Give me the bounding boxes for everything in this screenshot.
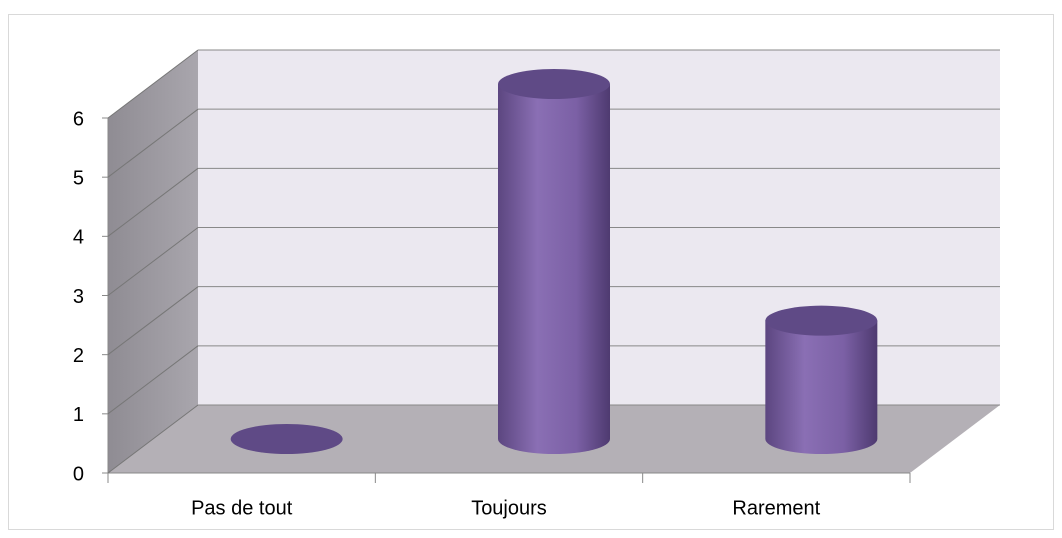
y-tick-label: 5 xyxy=(73,167,84,189)
grid-line xyxy=(107,227,199,296)
grid-line xyxy=(107,404,199,474)
cylinder-body xyxy=(765,320,878,455)
x-tick-label: Rarement xyxy=(732,497,820,519)
y-tick-label: 6 xyxy=(73,108,84,130)
grid-line xyxy=(107,167,199,237)
y-tick-label: 2 xyxy=(73,345,84,367)
cylinder-top xyxy=(765,305,878,336)
grid-line xyxy=(107,108,199,178)
cylinder-top xyxy=(230,424,343,454)
y-tick-label: 1 xyxy=(73,404,84,426)
cylinder-top xyxy=(498,69,610,99)
y-tick-label: 3 xyxy=(73,286,84,308)
y-tick-label: 4 xyxy=(73,227,84,249)
cylinder-body xyxy=(498,84,610,454)
x-tick-label: Toujours xyxy=(471,497,547,519)
y-tick-label: 0 xyxy=(73,463,84,485)
grid-line xyxy=(107,49,199,119)
grid-line xyxy=(107,345,199,415)
x-tick-label: Pas de tout xyxy=(191,497,293,519)
grid-line xyxy=(107,286,199,356)
